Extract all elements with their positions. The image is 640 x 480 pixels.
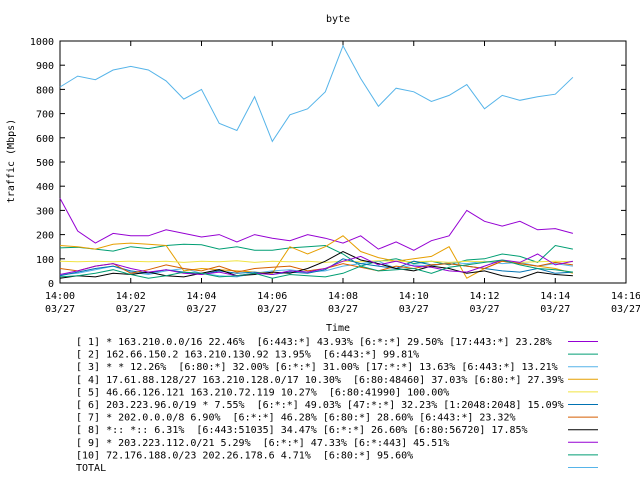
- y-tick-label: 900: [36, 61, 54, 72]
- x-tick-label-date: 03/27: [611, 304, 640, 315]
- x-tick-label-date: 03/27: [45, 304, 75, 315]
- y-axis-label: traffic (Mbps): [6, 119, 17, 203]
- y-axis-ticks: 0 100 200 300 400 500 600 700 800 900 1000: [30, 37, 626, 290]
- legend-label: [ 8] *:: *:: 6.31% [6:443:51035] 34.47% …: [76, 425, 528, 436]
- x-tick-label-date: 03/27: [116, 304, 146, 315]
- y-tick-label: 100: [36, 255, 54, 266]
- series-line-2: [59, 243, 574, 267]
- series-line-11: [59, 44, 574, 143]
- y-tick-label: 700: [36, 110, 54, 121]
- y-tick-label: 200: [36, 231, 54, 242]
- x-tick-label-time: 14:02: [116, 291, 146, 302]
- series-lines: [59, 44, 574, 279]
- y-tick-label: 500: [36, 158, 54, 169]
- legend-label: [ 1] * 163.210.0.0/16 22.46% [6:443:*] 4…: [76, 337, 552, 348]
- x-tick-label-time: 14:14: [540, 291, 570, 302]
- x-tick-label-time: 14:06: [257, 291, 287, 302]
- y-tick-label: 0: [48, 279, 54, 290]
- x-tick-label-time: 14:16: [611, 291, 640, 302]
- legend-label: [ 7] * 202.0.0.0/8 6.90% [6:*:*] 46.28% …: [76, 413, 516, 424]
- y-tick-label: 1000: [30, 37, 54, 48]
- plot-frame: [59, 40, 627, 284]
- series-line-10: [59, 259, 573, 279]
- x-tick-label-time: 14:04: [186, 291, 216, 302]
- y-tick-label: 400: [36, 182, 54, 193]
- x-tick-label-date: 03/27: [257, 304, 287, 315]
- series-line-9: [59, 253, 574, 277]
- x-tick-label-date: 03/27: [540, 304, 570, 315]
- x-tick-label-date: 03/27: [186, 304, 216, 315]
- legend-label: [ 9] * 203.223.112.0/21 5.29% [6:*:*] 47…: [76, 438, 449, 449]
- x-tick-label-date: 03/27: [469, 304, 499, 315]
- legend-label: [ 6] 203.223.96.0/19 * 7.55% [6:*:*] 49.…: [76, 400, 564, 411]
- x-tick-label-date: 03/27: [328, 304, 358, 315]
- legend-label: [ 5] 46.66.126.121 163.210.72.119 10.27%…: [76, 387, 449, 398]
- chart-title: byte: [326, 14, 350, 25]
- series-line-8: [59, 250, 573, 279]
- y-tick-label: 800: [36, 85, 54, 96]
- y-tick-label: 600: [36, 134, 54, 145]
- x-tick-label-time: 14:00: [45, 291, 75, 302]
- x-tick-label-time: 14:10: [399, 291, 429, 302]
- legend: [ 1] * 163.210.0.0/16 22.46% [6:443:*] 4…: [76, 337, 598, 474]
- legend-label: [ 4] 17.61.88.128/27 163.210.128.0/17 10…: [76, 375, 564, 386]
- x-tick-label-time: 14:08: [328, 291, 358, 302]
- legend-label: TOTAL: [76, 463, 106, 474]
- series-line-7: [59, 260, 573, 274]
- y-tick-label: 300: [36, 206, 54, 217]
- x-axis-label: Time: [326, 323, 350, 334]
- x-axis-ticks: 14:00 03/27 14:02 03/27 14:04 03/27 14:06 03/27…: [45, 41, 640, 315]
- legend-label: [ 2] 162.66.150.2 163.210.130.92 13.95% …: [76, 350, 419, 361]
- legend-label: [ 3] * * 12.26% [6:80:*] 32.00% [6:*:*] …: [76, 362, 558, 373]
- series-line-1: [59, 198, 574, 251]
- x-tick-label-time: 14:12: [469, 291, 499, 302]
- legend-label: [10] 72.176.188.0/23 202.26.178.6 4.71% …: [76, 450, 413, 461]
- x-tick-label-date: 03/27: [399, 304, 429, 315]
